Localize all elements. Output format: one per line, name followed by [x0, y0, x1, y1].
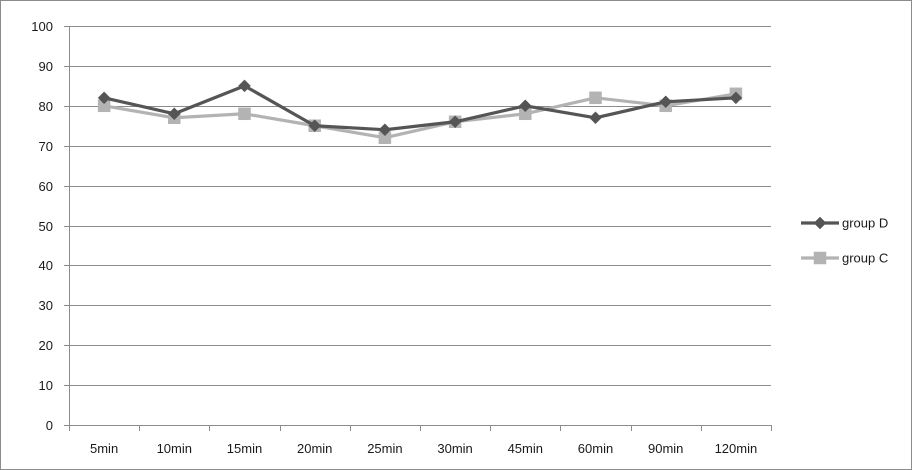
x-tick-label-5min: 5min	[90, 441, 118, 456]
legend-label-group-c: group C	[842, 251, 888, 266]
x-tick-label-45min: 45min	[508, 441, 543, 456]
axes	[64, 26, 772, 431]
x-tick-labels: 5min 10min 15min 20min 25min 30min 45min 60min 9…	[90, 441, 757, 456]
y-tick-label-50: 50	[39, 219, 53, 234]
x-tick-label-15min: 15min	[227, 441, 262, 456]
x-tick-label-90min: 90min	[648, 441, 683, 456]
y-tick-labels: 0 10 20 30 40 50 60 70 80 90 100	[31, 19, 53, 433]
y-tick-label-90: 90	[39, 59, 53, 74]
legend-entry-group-d: group D	[801, 216, 888, 231]
x-tick-label-60min: 60min	[578, 441, 613, 456]
x-tick-label-20min: 20min	[297, 441, 332, 456]
y-tick-label-0: 0	[46, 418, 53, 433]
series-group-d	[97, 79, 743, 137]
x-tick-label-10min: 10min	[157, 441, 192, 456]
point-group-d-30min	[448, 115, 462, 129]
y-tick-label-100: 100	[31, 19, 53, 34]
x-tick-label-30min: 30min	[437, 441, 472, 456]
point-group-d-90min	[659, 95, 673, 109]
point-group-d-60min	[589, 111, 602, 125]
y-tick-label-70: 70	[39, 139, 53, 154]
point-group-d-120min	[729, 91, 743, 105]
legend-marker-group-c	[813, 251, 827, 265]
y-tick-label-10: 10	[39, 378, 53, 393]
series-lines	[97, 79, 743, 144]
gridlines	[69, 26, 771, 386]
y-tick-label-20: 20	[39, 338, 53, 353]
series-line-group-c	[102, 92, 738, 140]
x-tick-label-25min: 25min	[367, 441, 402, 456]
y-tick-label-80: 80	[39, 99, 53, 114]
point-group-d-10min	[167, 107, 181, 121]
series-group-c	[97, 87, 743, 144]
y-tick-label-60: 60	[39, 179, 53, 194]
x-tick-label-120min: 120min	[715, 441, 758, 456]
legend-label-group-d: group D	[842, 216, 888, 231]
legend: group D group C	[801, 216, 888, 266]
point-group-d-5min	[97, 91, 111, 105]
y-tick-label-40: 40	[39, 258, 53, 273]
point-group-d-45min	[518, 99, 532, 113]
series-line-group-d	[102, 84, 738, 132]
point-group-c-60min	[589, 91, 602, 105]
legend-entry-group-c: group C	[801, 251, 888, 266]
legend-marker-group-d	[813, 216, 827, 230]
point-group-d-25min	[378, 123, 392, 137]
point-group-d-20min	[308, 119, 322, 133]
point-group-d-15min	[238, 79, 251, 93]
y-tick-label-30: 30	[39, 298, 53, 313]
point-group-c-15min	[238, 107, 251, 121]
